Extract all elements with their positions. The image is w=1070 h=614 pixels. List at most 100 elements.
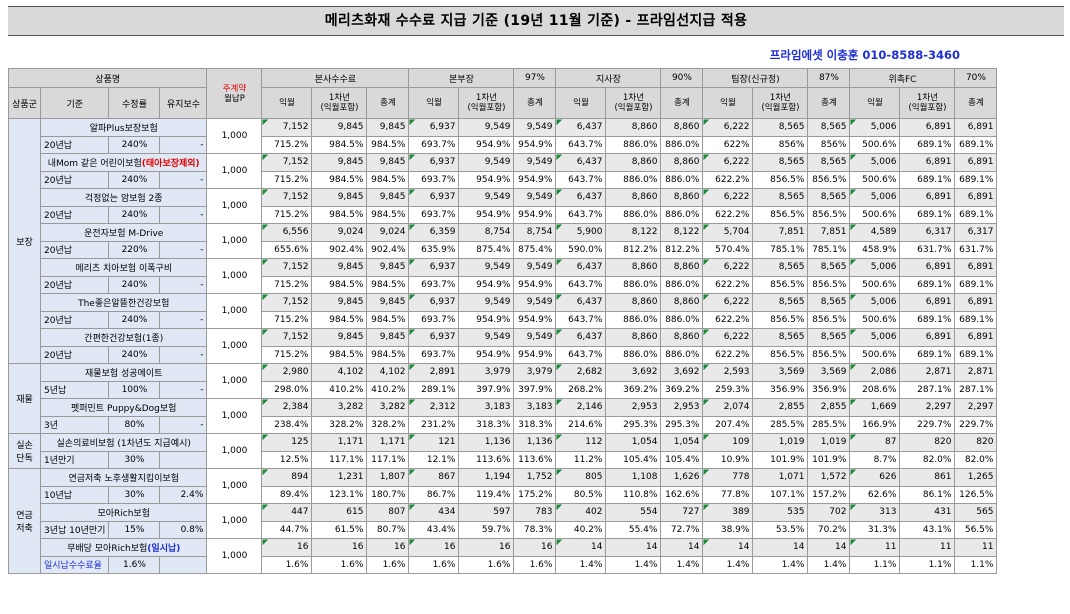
collection-rate: 30% [108,450,161,469]
commission-amount: 7,152 [261,293,313,312]
product-row-top: 재물 재물보험 성공메이트 1,000 2,980 4,102 4,102 2,891 3,9… [8,363,998,434]
commission-amount: 6,937 [408,293,460,312]
product-name: 펫퍼민트 Puppy&Dog보험 [39,398,208,417]
commission-amount: 9,845 [311,258,368,277]
commission-amount: 1,807 [366,468,410,487]
commission-rate: 259.3% [702,380,754,399]
commission-amount: 389 [702,503,754,522]
commission-amount: 6,937 [408,328,460,347]
commission-amount: 6,556 [261,223,313,242]
product-row-top: 보장 알파Plus보장보험 1,000 7,152 9,845 9,845 6,937 9,5… [8,118,998,364]
product-name: 실손의료비보험 (1차년도 지급예시) [39,433,208,452]
commission-amount: 16 [458,538,515,557]
commission-amount: 6,891 [899,153,956,172]
commission-amount: 2,953 [660,398,704,417]
commission-rate: 369.2% [660,380,704,399]
commission-rate: 410.2% [366,380,410,399]
commission-rate: 631.7% [899,240,956,259]
commission-rate: 1.1% [899,555,956,574]
commission-amount: 3,692 [605,363,662,382]
commission-rate: 886.0% [660,135,704,154]
product-row-bottom: 5년납 100% -298.0% 410.2% 410.2% 289.1% 397.9% 39… [9,380,998,399]
header-fc-rate: 70% [954,68,998,88]
commission-rate: 82.0% [899,450,956,469]
commission-amount: 9,845 [366,258,410,277]
commission-amount: 9,549 [458,153,515,172]
commission-amount: 6,437 [555,118,607,137]
commission-amount: 9,845 [366,293,410,312]
commission-rate: 356.9% [752,380,809,399]
commission-rate: 1.4% [702,555,754,574]
commission-rate: 500.6% [849,170,901,189]
commission-amount: 112 [555,433,607,452]
commission-amount: 6,437 [555,153,607,172]
commission-amount: 1,231 [311,468,368,487]
product-name: 간편한건강보험(1종) [39,328,208,347]
commission-amount: 1,019 [807,433,851,452]
commission-amount: 2,384 [261,398,313,417]
commission-rate: 12.5% [261,450,313,469]
collection-rate: 220% [108,240,161,259]
product-row-bottom: 20년납 240% -715.2% 984.5% 984.5% 693.7% 954.9% 9… [9,135,998,154]
commission-rate: 166.9% [849,415,901,434]
commission-amount: 7,152 [261,188,313,207]
commission-amount: 615 [311,503,368,522]
commission-rate: 984.5% [311,170,368,189]
maintenance-fee: - [159,205,208,224]
commission-amount: 8,860 [605,153,662,172]
product-row-bottom: 10년납 30% 2.4% 89.4% 123.1% 180.7% 86.7% 119.4% 1… [9,485,998,504]
commission-amount: 8,860 [660,118,704,137]
monthly-premium: 1,000 [206,188,263,224]
commission-rate: 984.5% [366,310,410,329]
commission-rate: 229.7% [899,415,956,434]
commission-rate: 689.1% [954,310,998,329]
commission-amount: 2,891 [408,363,460,382]
commission-amount: 14 [605,538,662,557]
commission-amount: 2,871 [954,363,998,382]
commission-amount: 6,317 [899,223,956,242]
commission-rate: 59.7% [458,520,515,539]
payment-criteria: 1년만기 [39,450,110,469]
product-group-cell: 재물 [8,363,41,434]
header-month: 익월 [702,87,754,119]
monthly-premium: 1,000 [206,223,263,259]
commission-amount: 5,704 [702,223,754,242]
commission-rate: 715.2% [261,275,313,294]
commission-amount: 8,565 [807,328,851,347]
commission-amount: 6,891 [899,258,956,277]
header-team-leader: 팀장(신규정) [702,68,809,88]
commission-rate: 328.2% [311,415,368,434]
commission-amount: 8,860 [605,188,662,207]
commission-rate: 693.7% [408,310,460,329]
commission-amount: 434 [408,503,460,522]
commission-amount: 7,152 [261,328,313,347]
commission-rate: 53.5% [752,520,809,539]
commission-rate: 117.1% [366,450,410,469]
product-row-top: 운전자보험 M-Drive 1,000 6,556 9,024 9,024 6,359 8,… [9,223,998,259]
commission-rate: 397.9% [458,380,515,399]
commission-rate: 410.2% [311,380,368,399]
maintenance-fee: - [159,275,208,294]
commission-rate: 214.6% [555,415,607,434]
commission-rate: 500.6% [849,135,901,154]
commission-amount: 1,136 [458,433,515,452]
commission-amount: 11 [849,538,901,557]
commission-rate: 1.4% [555,555,607,574]
commission-rate: 295.3% [660,415,704,434]
collection-rate: 80% [108,415,161,434]
commission-amount: 1,071 [752,468,809,487]
header-month: 익월 [849,87,901,119]
commission-amount: 4,589 [849,223,901,242]
header-maintenance-fee: 유지보수 [159,87,208,119]
commission-amount: 2,593 [702,363,754,382]
commission-amount: 8,565 [752,188,809,207]
commission-amount: 1,265 [954,468,998,487]
commission-amount: 2,074 [702,398,754,417]
commission-amount: 8,565 [752,293,809,312]
commission-rate: 856.5% [752,205,809,224]
header-total: 총계 [366,87,410,119]
product-group-cell: 실손 단독 [8,433,41,469]
commission-amount: 9,549 [458,188,515,207]
commission-rate: 954.9% [458,205,515,224]
commission-rate: 693.7% [408,170,460,189]
